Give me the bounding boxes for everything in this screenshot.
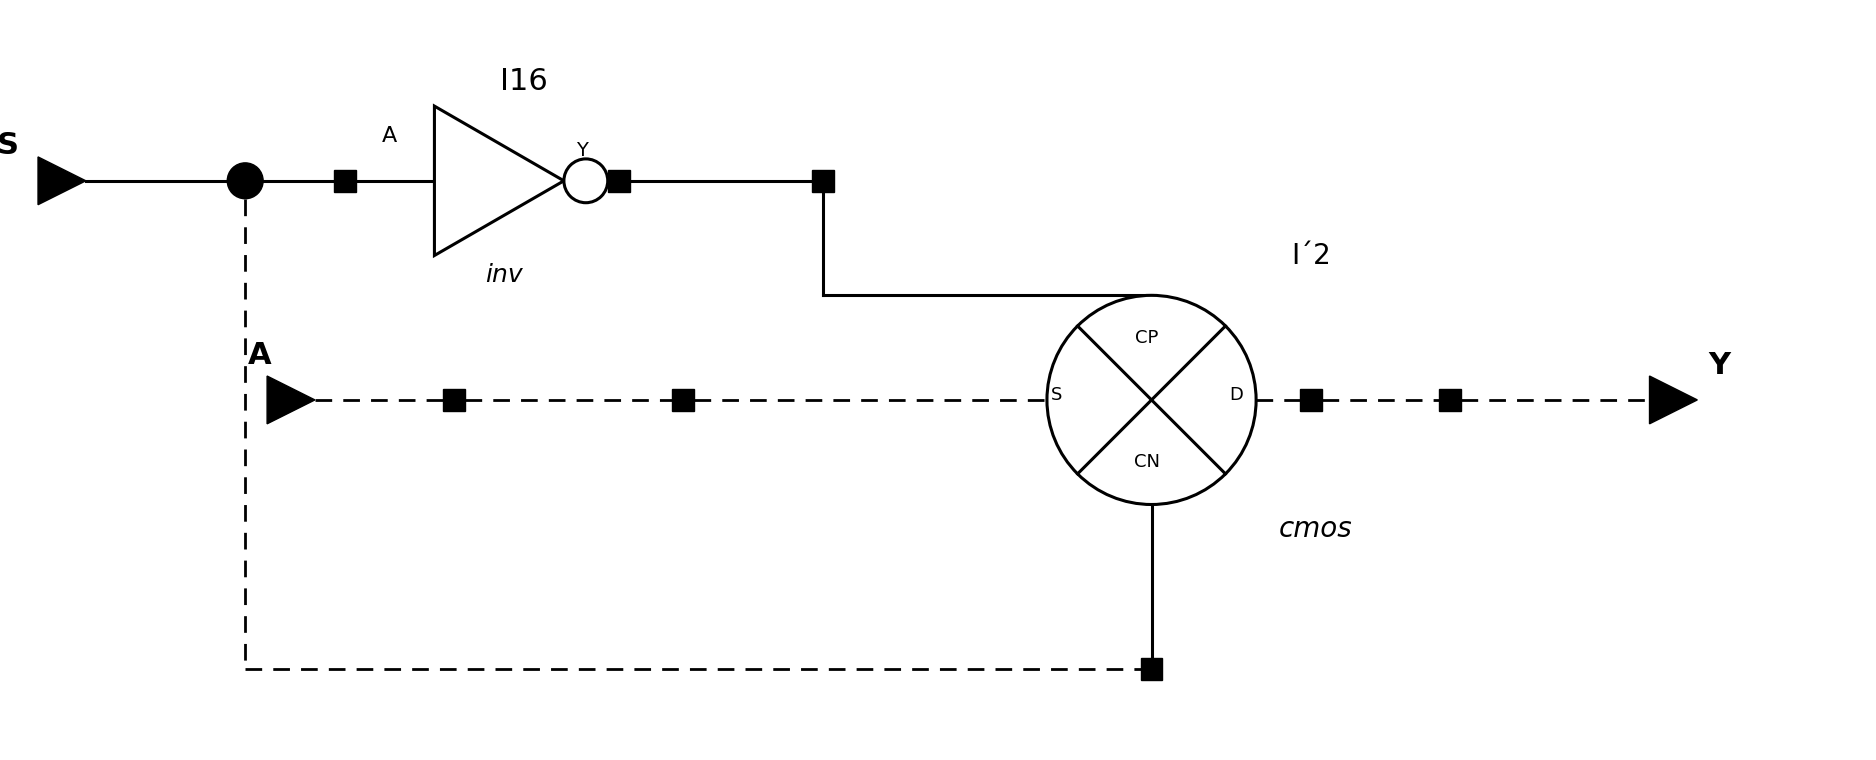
- Polygon shape: [672, 389, 694, 411]
- Text: CN: CN: [1133, 453, 1159, 470]
- Text: inv: inv: [486, 264, 523, 287]
- Text: I16: I16: [501, 67, 548, 96]
- Polygon shape: [266, 376, 315, 424]
- Circle shape: [565, 159, 608, 203]
- Polygon shape: [334, 169, 356, 192]
- Text: Y: Y: [576, 141, 587, 160]
- Circle shape: [227, 163, 263, 198]
- Circle shape: [1047, 296, 1257, 505]
- Text: A: A: [383, 126, 398, 146]
- Polygon shape: [1141, 658, 1163, 679]
- Polygon shape: [38, 157, 86, 204]
- Text: cmos: cmos: [1279, 515, 1353, 543]
- Text: S: S: [1051, 386, 1062, 404]
- Polygon shape: [1439, 389, 1461, 411]
- Polygon shape: [1300, 389, 1323, 411]
- Text: S: S: [0, 131, 19, 160]
- Polygon shape: [812, 169, 833, 192]
- Text: A: A: [248, 340, 272, 369]
- Polygon shape: [435, 106, 565, 255]
- Text: Y: Y: [1709, 350, 1730, 379]
- Text: CP: CP: [1135, 329, 1157, 347]
- Polygon shape: [608, 169, 630, 192]
- Polygon shape: [443, 389, 465, 411]
- Polygon shape: [1649, 376, 1698, 424]
- Text: D: D: [1229, 386, 1244, 404]
- Text: I´2: I´2: [1291, 242, 1330, 270]
